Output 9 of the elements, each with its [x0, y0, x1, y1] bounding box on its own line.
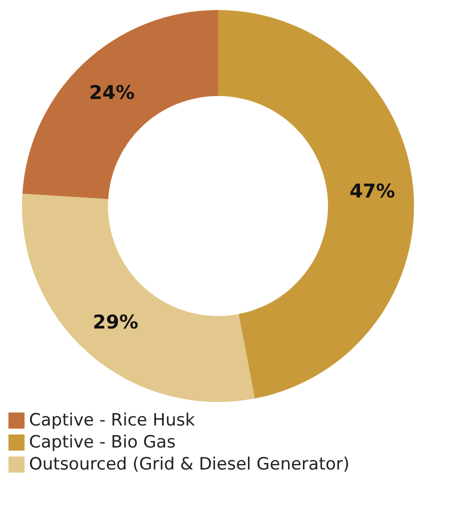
data-label: 24%: [89, 82, 135, 104]
legend-label: Captive - Rice Husk: [29, 410, 196, 430]
donut-slice: [22, 10, 218, 200]
legend-label: Captive - Bio Gas: [29, 432, 176, 452]
legend-label: Outsourced (Grid & Diesel Generator): [29, 454, 350, 474]
data-label: 29%: [92, 311, 138, 334]
data-label: 47%: [350, 180, 396, 202]
donut-slice: [218, 10, 414, 399]
donut-slice: [22, 194, 255, 402]
